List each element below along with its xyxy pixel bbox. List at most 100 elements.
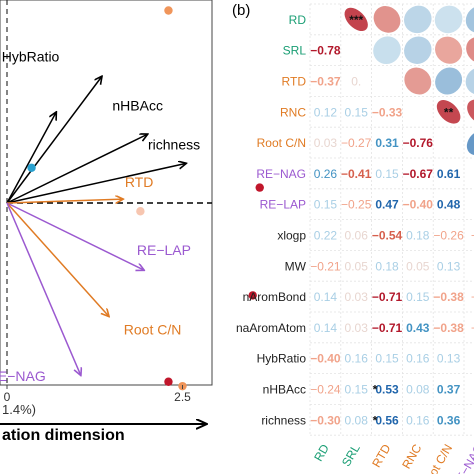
corr-ellipse	[467, 99, 474, 125]
corr-value: −0.26	[433, 229, 464, 243]
corr-value: −0.78	[310, 44, 341, 58]
corr-value: 0.08	[406, 383, 430, 397]
row-label-naaromatom: naAromAtom	[236, 321, 306, 335]
corr-value: 0.56	[375, 413, 399, 427]
x-tick-label: 0	[4, 390, 11, 404]
row-label-re-lap: RE−LAP	[260, 198, 306, 212]
row-label-root-c-n: Root C/N	[257, 136, 306, 150]
corr-ellipse	[404, 67, 432, 95]
corr-value: 0.15	[345, 383, 369, 397]
column-label-re-nag: RE−NAG	[449, 442, 474, 474]
corr-value: −0.37	[310, 75, 341, 89]
arrow-root-c-n	[6, 202, 109, 316]
corr-value: −0.38	[433, 321, 464, 335]
corr-value: 0.37	[437, 383, 461, 397]
data-point	[27, 163, 36, 172]
x-axis-label: ation dimension	[2, 427, 125, 444]
corr-ellipse	[373, 36, 401, 65]
corr-ellipse	[373, 6, 401, 33]
column-label-rtd: RTD	[369, 441, 394, 469]
corr-value: −0.54	[372, 229, 403, 243]
corr-value: −0.71	[372, 321, 403, 335]
corr-ellipse	[435, 67, 463, 95]
corr-value: 0.15	[375, 352, 399, 366]
significance-mark: *	[373, 383, 378, 397]
corr-value: −0.21	[310, 259, 341, 273]
row-label-rnc: RNC	[280, 105, 306, 119]
corr-value: 0.13	[437, 259, 461, 273]
corr-ellipse	[435, 36, 463, 64]
corr-ellipse	[465, 67, 474, 95]
corr-value: −0.	[471, 229, 474, 243]
corr-value: −0.40	[403, 198, 434, 212]
x-variance-text: 1.4%)	[2, 402, 36, 417]
significance-mark: *	[373, 413, 378, 427]
corr-ellipse	[466, 36, 474, 64]
arrow-label-re-lap: RE−LAP	[137, 242, 191, 258]
row-label-xlogp: xlogp	[277, 229, 306, 243]
data-point	[248, 291, 257, 300]
corr-ellipse	[465, 5, 474, 33]
corr-value: −0.24	[310, 383, 341, 397]
arrow-label-re-nag: RE−NAG	[0, 368, 46, 384]
corr-value: −0.30	[310, 413, 341, 427]
corr-value: 0.61	[437, 167, 461, 181]
corr-value: 0.16	[406, 352, 430, 366]
row-label-narombond: nAromBond	[243, 290, 306, 304]
x-tick-label: 2.5	[174, 390, 191, 404]
column-label-root-c-n: Root C/N	[418, 442, 455, 474]
arrow-nhbacc	[6, 134, 147, 204]
arrow-rtd	[6, 199, 123, 203]
corr-value: 0.	[351, 75, 361, 89]
corr-value: 0.05	[345, 259, 369, 273]
row-label-richness: richness	[261, 413, 306, 427]
corr-value: 0.05	[406, 259, 430, 273]
data-point	[164, 377, 173, 386]
row-label-rd: RD	[289, 13, 307, 27]
corr-ellipse	[434, 5, 463, 34]
corr-value: −0.27	[341, 136, 372, 150]
corr-value: 0.22	[314, 229, 338, 243]
corr-value: −0.38	[433, 290, 464, 304]
corr-ellipse	[404, 36, 432, 64]
row-label-nhbacc: nHBAcc	[263, 383, 306, 397]
corr-value: 0.03	[314, 136, 338, 150]
row-label-re-nag: RE−NAG	[256, 167, 306, 181]
arrow-label-nhbacc: nHBAcc	[112, 97, 163, 113]
corr-value: 0.16	[406, 413, 430, 427]
corr-value: −0.67	[403, 167, 434, 181]
row-label-rtd: RTD	[282, 75, 307, 89]
corr-value: 0.13	[437, 352, 461, 366]
arrow-label-richness: richness	[148, 136, 200, 152]
arrow-richness	[6, 163, 186, 204]
column-label-rd: RD	[311, 441, 332, 463]
corr-value: 0.03	[345, 290, 369, 304]
corr-value: −0.25	[341, 198, 372, 212]
corr-value: 0.06	[345, 229, 369, 243]
row-label-srl: SRL	[283, 44, 307, 58]
column-label-rnc: RNC	[399, 441, 424, 471]
arrow-label-rtd: RTD	[125, 174, 154, 190]
corr-value: −0.	[471, 321, 474, 335]
corr-value: −0.71	[372, 290, 403, 304]
corr-value: 0.26	[314, 167, 338, 181]
arrow-mw	[6, 112, 56, 204]
corr-value: −0.40	[310, 352, 341, 366]
corr-value: 0.31	[375, 136, 399, 150]
corr-value: 0.43	[406, 321, 430, 335]
corr-value: 0.15	[406, 290, 430, 304]
corr-value: −0.41	[341, 167, 372, 181]
corr-ellipse	[344, 7, 368, 32]
corr-value: 0.16	[345, 352, 369, 366]
row-label-hybratio: HybRatio	[257, 352, 307, 366]
corr-value: 0.15	[314, 198, 338, 212]
corr-value: 0.12	[314, 105, 338, 119]
corr-value: 0.14	[314, 321, 338, 335]
corr-value: 0.15	[345, 105, 369, 119]
panel-label: (b)	[232, 2, 250, 19]
corr-value: 0.53	[375, 383, 399, 397]
corr-value: −0.33	[372, 105, 403, 119]
